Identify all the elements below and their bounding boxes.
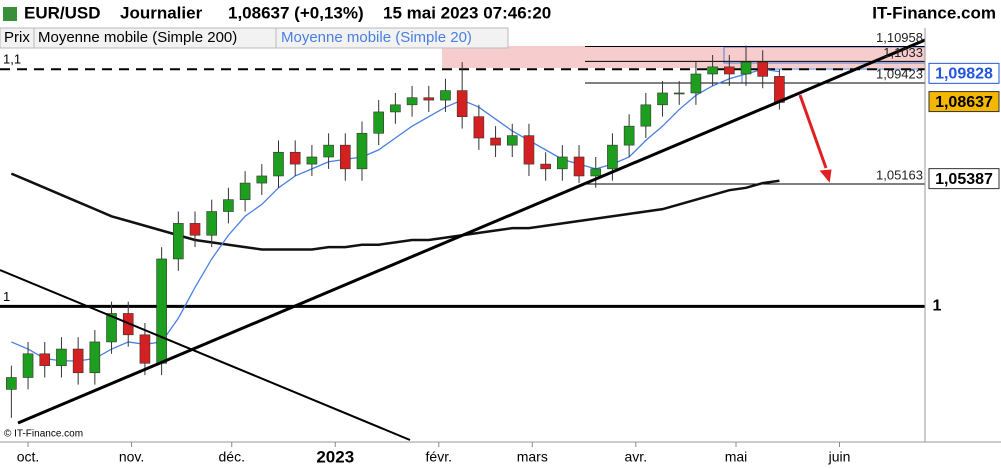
candle-body bbox=[490, 137, 501, 146]
period: Journalier bbox=[120, 3, 203, 22]
site: IT-Finance.com bbox=[872, 3, 996, 22]
candle-body bbox=[506, 135, 518, 146]
candle-body bbox=[223, 199, 234, 212]
candle-body bbox=[473, 116, 485, 139]
candle-body bbox=[757, 61, 769, 77]
candle-body bbox=[239, 182, 251, 200]
candle-body bbox=[339, 144, 351, 170]
candle-body bbox=[607, 144, 618, 170]
candle-body bbox=[39, 353, 51, 366]
candle-body bbox=[673, 92, 685, 95]
x-tick-label: avr. bbox=[625, 449, 648, 465]
candle-body bbox=[22, 353, 34, 378]
legend-item: Prix bbox=[4, 29, 30, 46]
resistance-zone bbox=[442, 46, 925, 68]
candle-body bbox=[273, 151, 284, 177]
icon bbox=[3, 7, 17, 21]
arrow bbox=[798, 94, 828, 169]
candle-body bbox=[56, 348, 67, 366]
candle-body bbox=[189, 223, 201, 236]
trend-line bbox=[17, 38, 926, 425]
candle-body bbox=[540, 163, 551, 170]
level-label: 1,05163 bbox=[876, 167, 923, 182]
candle-body bbox=[440, 90, 451, 101]
candle-body bbox=[106, 313, 117, 343]
candle-body bbox=[690, 73, 702, 94]
y-tick-label: 1 bbox=[3, 289, 10, 304]
candle-body bbox=[139, 334, 151, 364]
copyright: © IT-Finance.com bbox=[4, 429, 83, 440]
candle-body bbox=[206, 211, 218, 236]
x-tick-label: nov. bbox=[119, 449, 144, 465]
candle-body bbox=[406, 97, 418, 106]
x-tick-label: mai bbox=[725, 449, 748, 465]
candle-body bbox=[173, 223, 184, 260]
header: EUR/USD Journalier 1,08637 (+0,13%) 15 m… bbox=[3, 3, 996, 22]
quote: 1,08637 (+0,13%) bbox=[228, 3, 364, 22]
price-tag bbox=[928, 168, 1000, 190]
candle-body bbox=[707, 66, 718, 75]
legend: Prix Moyenne mobile (Simple 200) Moyenne… bbox=[0, 27, 509, 49]
legend-item: Moyenne mobile (Simple 20) bbox=[281, 29, 472, 46]
datetime: 15 mai 2023 07:46:20 bbox=[383, 3, 551, 22]
candle-body bbox=[256, 175, 268, 184]
symbol: EUR/USD bbox=[24, 3, 101, 22]
candle-body bbox=[323, 144, 334, 158]
candle-body bbox=[523, 135, 535, 165]
candle-body bbox=[72, 348, 84, 374]
x-tick-label: juin bbox=[828, 449, 851, 465]
level-label: 1,1033 bbox=[883, 45, 923, 60]
candle-body bbox=[657, 92, 668, 106]
price-tag-label: 1,08637 bbox=[935, 94, 993, 111]
price-tag bbox=[928, 91, 1000, 113]
candle-body bbox=[623, 125, 635, 146]
legend-item: Moyenne mobile (Simple 200) bbox=[38, 29, 237, 46]
candle-body bbox=[590, 168, 602, 177]
trend-line bbox=[0, 269, 411, 441]
candle-body bbox=[423, 97, 435, 101]
x-tick-label: mars bbox=[517, 449, 548, 465]
price-tag-label: 1,09828 bbox=[935, 66, 993, 83]
candle-body bbox=[6, 377, 17, 390]
candle-body bbox=[640, 104, 652, 127]
candle-body bbox=[356, 132, 368, 170]
header-bg bbox=[0, 0, 1001, 27]
candle-body bbox=[390, 104, 401, 113]
x-tick-label: févr. bbox=[426, 449, 452, 465]
x-tick-label: déc. bbox=[219, 449, 245, 465]
legend-box bbox=[275, 27, 509, 49]
price-tag-label: 1,05387 bbox=[935, 171, 993, 188]
level-label: 1,09423 bbox=[876, 66, 923, 81]
y-tick-label: 1 bbox=[933, 298, 942, 315]
candle-body bbox=[557, 156, 568, 170]
candle-body bbox=[740, 61, 752, 75]
candle-body bbox=[573, 156, 585, 177]
arrow-head bbox=[819, 169, 832, 183]
price-tag bbox=[928, 62, 1000, 84]
plot-area bbox=[0, 45, 925, 418]
candle-body bbox=[306, 156, 318, 165]
candle-body bbox=[289, 151, 301, 165]
candle-body bbox=[373, 111, 384, 134]
candle-body bbox=[456, 90, 468, 117]
y-tick-label: 1,1 bbox=[3, 52, 21, 67]
x-tick-label: oct. bbox=[17, 449, 40, 465]
moving-average bbox=[10, 172, 780, 251]
level-label: 1,10958 bbox=[876, 30, 923, 45]
x-tick-label: 2023 bbox=[316, 447, 354, 466]
candle-body bbox=[156, 258, 167, 364]
moving-average bbox=[11, 68, 780, 362]
candle-body bbox=[724, 66, 735, 75]
candle-body bbox=[89, 341, 101, 374]
